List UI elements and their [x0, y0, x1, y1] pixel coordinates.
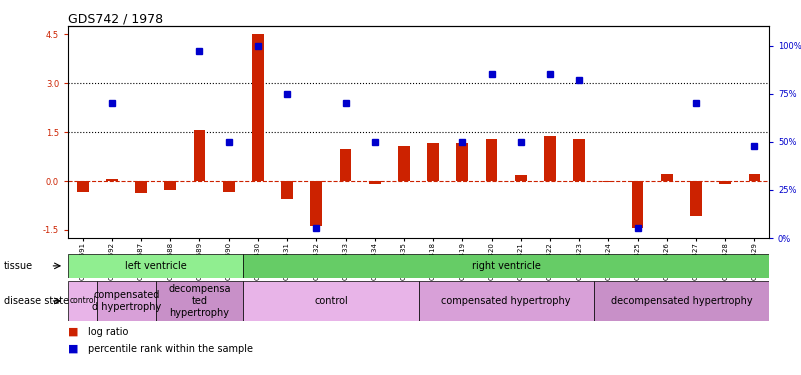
Bar	[77, 181, 89, 192]
Text: compensated hypertrophy: compensated hypertrophy	[441, 296, 571, 306]
Text: left ventricle: left ventricle	[125, 261, 187, 271]
Text: decompensated hypertrophy: decompensated hypertrophy	[610, 296, 752, 306]
Bar	[594, 281, 769, 321]
Text: tissue: tissue	[4, 261, 33, 271]
Bar	[97, 281, 155, 321]
Bar	[515, 175, 526, 181]
Bar	[632, 181, 643, 228]
Bar	[340, 149, 352, 181]
Bar	[427, 142, 439, 181]
Text: log ratio: log ratio	[88, 327, 128, 337]
Text: GDS742 / 1978: GDS742 / 1978	[68, 12, 163, 25]
Bar	[398, 146, 410, 181]
Bar	[544, 136, 556, 181]
Bar	[661, 174, 673, 181]
Bar	[690, 181, 702, 216]
Bar	[244, 254, 769, 278]
Text: disease state: disease state	[4, 296, 69, 306]
Bar	[311, 181, 322, 226]
Bar	[574, 140, 585, 181]
Bar	[485, 140, 497, 181]
Text: ■: ■	[68, 327, 78, 337]
Text: compensated
d hypertrophy: compensated d hypertrophy	[92, 290, 161, 312]
Bar	[457, 142, 468, 181]
Bar	[155, 281, 244, 321]
Text: ■: ■	[68, 344, 78, 354]
Bar	[418, 281, 594, 321]
Bar	[68, 281, 97, 321]
Bar	[244, 281, 418, 321]
Bar	[719, 181, 731, 184]
Text: right ventricle: right ventricle	[472, 261, 541, 271]
Bar	[252, 34, 264, 181]
Bar	[164, 181, 176, 190]
Text: control: control	[70, 296, 96, 305]
Bar	[223, 181, 235, 192]
Bar	[602, 181, 614, 182]
Text: decompensa
ted
hypertrophy: decompensa ted hypertrophy	[168, 284, 231, 318]
Bar	[135, 181, 147, 194]
Bar	[194, 130, 205, 181]
Bar	[68, 254, 244, 278]
Text: percentile rank within the sample: percentile rank within the sample	[88, 344, 253, 354]
Bar	[748, 174, 760, 181]
Text: control: control	[314, 296, 348, 306]
Bar	[281, 181, 293, 199]
Bar	[369, 181, 380, 184]
Bar	[106, 179, 118, 181]
